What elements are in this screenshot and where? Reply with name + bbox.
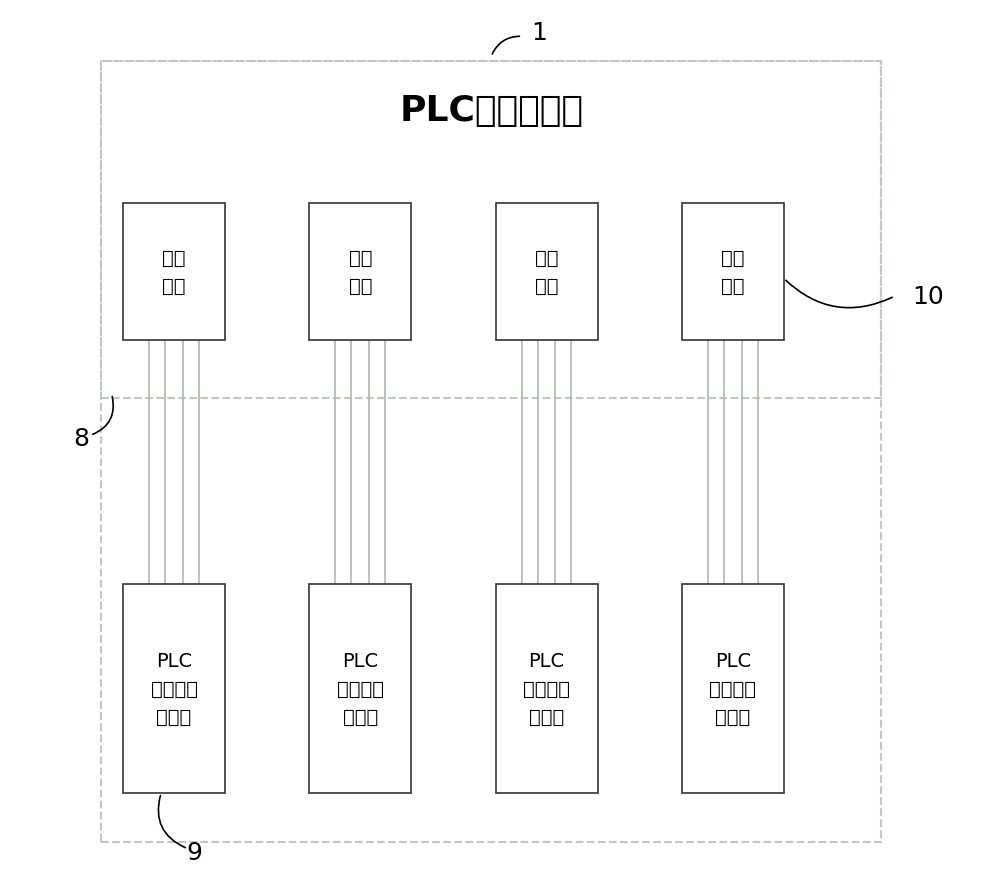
Text: 接线
接口: 接线 接口 (535, 249, 558, 296)
Bar (101, 62, 881, 399)
Bar (101, 62, 881, 842)
Bar (309, 204, 411, 341)
Text: 10: 10 (912, 284, 944, 309)
Text: 1: 1 (531, 20, 547, 45)
Bar (496, 585, 598, 793)
Bar (682, 204, 784, 341)
Text: 接线
接口: 接线 接口 (162, 249, 186, 296)
Bar (123, 204, 225, 341)
Text: 接线
接口: 接线 接口 (721, 249, 745, 296)
Bar (682, 585, 784, 793)
Bar (123, 585, 225, 793)
Text: PLC
输出功率
放大板: PLC 输出功率 放大板 (337, 651, 384, 727)
Text: PLC
输出功率
放大板: PLC 输出功率 放大板 (523, 651, 570, 727)
Text: 接线
接口: 接线 接口 (349, 249, 372, 296)
Bar (309, 585, 411, 793)
Bar (496, 204, 598, 341)
Text: PLC的输出模块: PLC的输出模块 (399, 94, 583, 128)
Text: PLC
输出功率
放大板: PLC 输出功率 放大板 (709, 651, 756, 727)
Text: PLC
输出功率
放大板: PLC 输出功率 放大板 (151, 651, 198, 727)
Text: 9: 9 (186, 840, 202, 865)
Text: 8: 8 (73, 426, 89, 451)
